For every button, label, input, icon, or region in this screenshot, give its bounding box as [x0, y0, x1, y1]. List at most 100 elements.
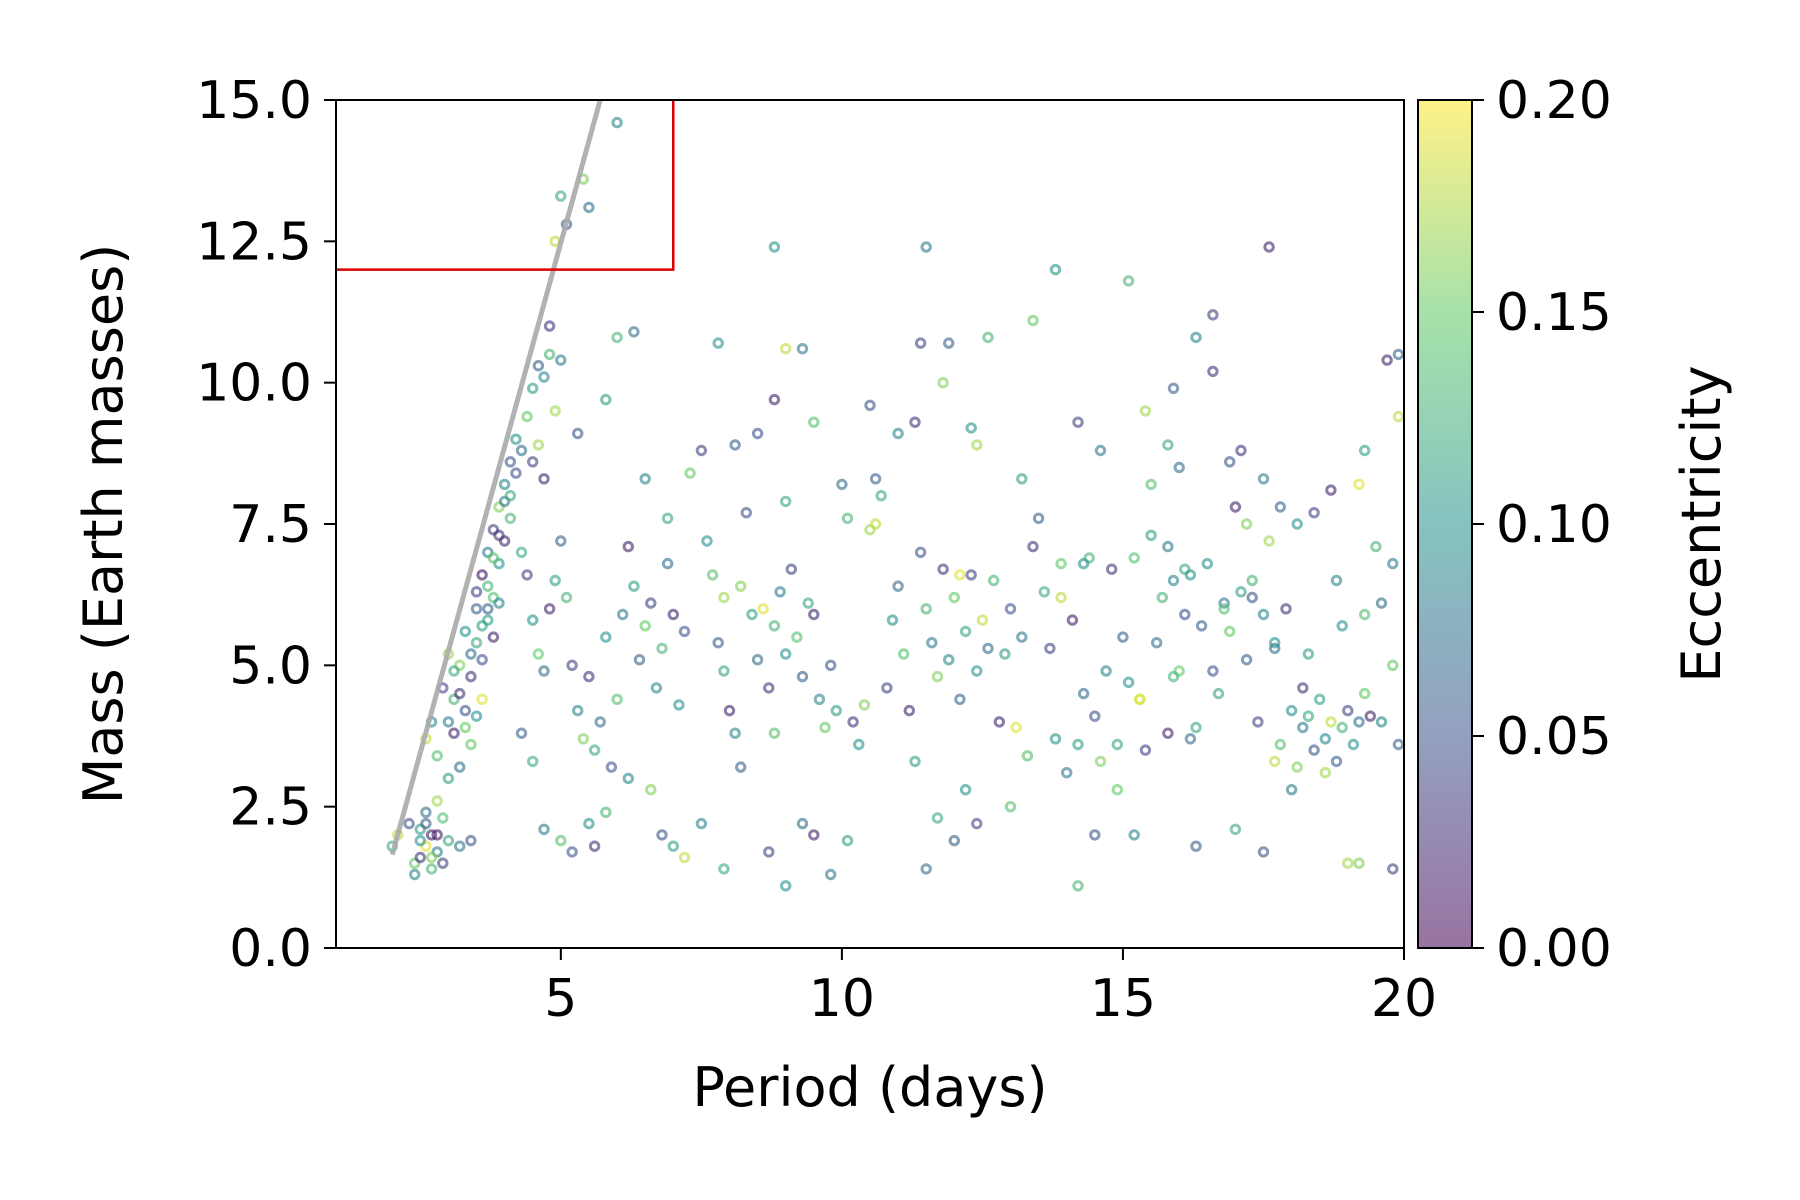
- scatter-point: [465, 648, 477, 660]
- scatter-point: [931, 812, 944, 824]
- scatter-point: [791, 631, 803, 643]
- scatter-point: [425, 829, 438, 841]
- scatter-point: [993, 716, 1005, 728]
- scatter-point: [437, 857, 449, 869]
- scatter-point: [656, 642, 668, 655]
- scatter-point: [780, 648, 792, 660]
- scatter-point: [976, 614, 989, 626]
- scatter-point: [841, 834, 854, 847]
- scatter-point: [1359, 444, 1371, 457]
- scatter-point: [1190, 840, 1202, 852]
- scatter-point: [1122, 676, 1135, 688]
- scatter-point: [504, 456, 516, 468]
- scatter-point: [1257, 473, 1270, 485]
- scatter-point: [476, 620, 488, 632]
- scatter-point: [712, 637, 724, 649]
- scatter-point: [768, 241, 781, 253]
- scatter-point: [442, 772, 455, 785]
- scatter-point: [1285, 704, 1298, 717]
- scatter-point: [1381, 354, 1393, 366]
- scatter-point: [1359, 687, 1371, 700]
- scatter-point: [1207, 309, 1219, 321]
- y-tick-label: 5.0: [229, 636, 312, 696]
- scatter-point: [695, 444, 708, 457]
- scatter-point: [1274, 501, 1287, 513]
- scatter-point: [560, 591, 573, 604]
- scatter-point: [1055, 557, 1067, 570]
- scatter-point: [886, 614, 899, 626]
- scatter-point: [892, 427, 904, 440]
- scatter-point: [1010, 721, 1022, 734]
- scatter-point: [538, 473, 550, 485]
- scatter-point: [959, 625, 972, 638]
- scatter-point: [740, 507, 752, 519]
- scatter-point: [510, 467, 522, 479]
- scatter-point: [1173, 665, 1185, 677]
- scatter-point: [1201, 557, 1214, 570]
- trend-line: [389, 100, 603, 856]
- scatter-point: [431, 829, 443, 841]
- scatter-point: [527, 456, 539, 468]
- scatter-point: [470, 710, 483, 722]
- scatter-point: [1319, 767, 1332, 779]
- scatter-point: [1263, 535, 1275, 547]
- scatter-point: [577, 733, 589, 745]
- scatter-point: [487, 591, 500, 604]
- scatter-point: [476, 569, 488, 581]
- scatter-point: [1229, 501, 1242, 513]
- scatter-point: [718, 591, 730, 604]
- scatter-point: [937, 563, 949, 575]
- scatter-point: [459, 625, 471, 638]
- scatter-point: [1285, 784, 1298, 796]
- scatter-point: [448, 665, 460, 677]
- scatter-point: [982, 331, 994, 344]
- scatter-point: [661, 557, 674, 570]
- scatter-point: [1347, 738, 1360, 751]
- scatter-point: [555, 354, 567, 366]
- scatter-point: [1387, 863, 1399, 875]
- scatter-point: [1145, 478, 1157, 491]
- scatter-point: [1162, 727, 1174, 739]
- scatter-point: [482, 614, 494, 626]
- scatter-point: [1269, 642, 1281, 655]
- scatter-point: [470, 603, 483, 615]
- scatter-point: [1184, 733, 1197, 745]
- scatter-point: [628, 580, 640, 592]
- scatter-point: [920, 603, 932, 615]
- scatter-point: [1106, 563, 1118, 575]
- scatter-point: [459, 721, 471, 734]
- scatter-point: [971, 439, 983, 451]
- scatter-point: [1257, 608, 1270, 621]
- scatter-point: [864, 399, 876, 411]
- scatter-point: [1240, 518, 1253, 530]
- scatter-point: [1016, 473, 1028, 485]
- scatter-point: [1274, 738, 1287, 751]
- scatter-point: [718, 665, 730, 677]
- scatter-point: [628, 326, 640, 338]
- scatter-point: [825, 868, 837, 881]
- scatter-point: [487, 552, 500, 564]
- scatter-point: [1392, 410, 1404, 423]
- scatter-point: [1151, 637, 1163, 649]
- scatter-point: [515, 444, 528, 457]
- scatter-point: [549, 405, 561, 417]
- scatter-point: [1387, 557, 1399, 570]
- scatter-point: [1257, 846, 1270, 858]
- scatter-point: [971, 817, 983, 830]
- scatter-point: [768, 727, 781, 739]
- scatter-point: [493, 501, 505, 513]
- scatter-point: [521, 569, 533, 581]
- scatter-point: [622, 772, 634, 785]
- highlight-region-box: [336, 100, 675, 271]
- scatter-point: [678, 625, 691, 638]
- scatter-point: [465, 670, 477, 683]
- scatter-point: [903, 704, 915, 717]
- scatter-point: [572, 427, 584, 440]
- scatter-point: [1246, 574, 1258, 587]
- scatter-point: [482, 603, 494, 615]
- scatter-point: [796, 343, 809, 355]
- scatter-point: [1004, 801, 1017, 813]
- scatter-point: [763, 682, 775, 694]
- scatter-point: [1353, 857, 1365, 869]
- scatter-point: [1302, 648, 1315, 660]
